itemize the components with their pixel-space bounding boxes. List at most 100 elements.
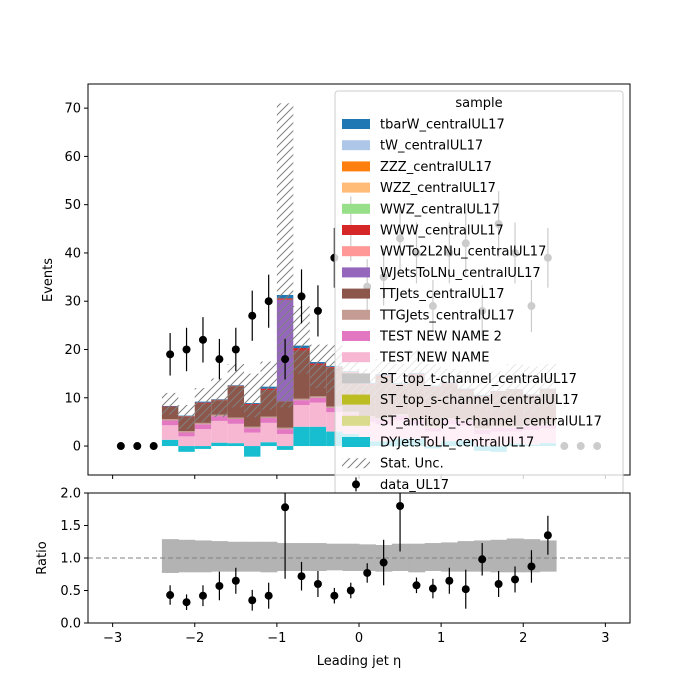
- main-y-axis: 0 10 20 30 40 50 60 70: [64, 102, 88, 455]
- hist-bar-TEST NEW NAME-7: [276, 433, 294, 447]
- hist-bar-DYJetsToLL_centralUL17-9: [309, 426, 327, 447]
- main-ytick-label-4: 40: [64, 246, 81, 261]
- ratio-point-15: [412, 581, 421, 590]
- ratio-band-bin-20: [490, 539, 508, 573]
- ratio-band-bin-11: [342, 543, 360, 571]
- ratio-point-8: [297, 572, 306, 581]
- ratio-point-18: [461, 585, 470, 594]
- ratio-point-19: [478, 555, 487, 564]
- ratio-point-2: [198, 591, 207, 600]
- hist-bar-TEST NEW NAME 2-3: [211, 416, 228, 421]
- legend-entry-17: data_UL17: [352, 477, 449, 493]
- hist-bar-TTGJets_centralUL17-9: [309, 396, 327, 398]
- ratio-ytick-label-4: 2.0: [60, 487, 81, 502]
- hist-bar-TTGJets_centralUL17-6: [260, 416, 277, 419]
- legend-label-3: WZZ_centralUL17: [380, 181, 496, 196]
- hist-bar-TTGJets_centralUL17-4: [227, 417, 245, 420]
- legend-label-17: data_UL17: [380, 478, 449, 493]
- hist-bar-TTGJets_centralUL17-5: [244, 426, 261, 429]
- ratio-ytick-label-1: 0.5: [60, 584, 81, 599]
- legend-swatch-10: [342, 331, 370, 341]
- ratio-point-14: [396, 502, 405, 510]
- data-point-5: [198, 335, 207, 344]
- hist-bar-TTGJets_centralUL17-7: [276, 427, 294, 430]
- data-point-1: [133, 442, 142, 451]
- ratio-band-bin-17: [441, 542, 459, 572]
- ratio-band-bin-2: [194, 540, 212, 573]
- ratio-x-axis: −3 −2 −1 0 1 2 3: [103, 623, 610, 646]
- hist-bar-TEST NEW NAME-5: [244, 432, 261, 447]
- ratio-band-bin-21: [506, 538, 524, 573]
- ratio-point-10: [330, 591, 339, 600]
- legend-entry-0: tbarW_centralUL17: [342, 118, 505, 133]
- main-ytick-label-6: 60: [64, 150, 81, 165]
- legend-swatch-3: [342, 182, 370, 193]
- hist-bar-TTGJets_centralUL17-1: [178, 431, 195, 433]
- legend-swatch-14: [342, 415, 370, 426]
- ratio-point-7: [281, 503, 290, 512]
- main-ytick-label-5: 50: [64, 198, 81, 213]
- stat-unc-bin-7: [276, 103, 294, 408]
- ratio-band-bin-1: [178, 539, 196, 573]
- hist-bar-TEST NEW NAME-4: [227, 423, 245, 444]
- hist-bar-DYJetsToLL_centralUL17-1: [178, 446, 195, 452]
- hist-bar-DYJetsToLL_centralUL17-0: [161, 439, 179, 447]
- legend-entry-7: WJetsToLNu_centralUL17: [342, 266, 541, 281]
- hist-bar-TEST NEW NAME 2-1: [178, 432, 195, 437]
- hist-bar-TEST NEW NAME 2-6: [260, 418, 277, 423]
- ratio-band-bin-10: [326, 543, 344, 571]
- ratio-point-22: [527, 562, 536, 571]
- stat-unc-bin-8: [293, 306, 310, 374]
- hist-bar-TEST NEW NAME 2-5: [244, 428, 261, 433]
- legend-label-0: tbarW_centralUL17: [380, 118, 505, 133]
- ratio-band-bin-8: [293, 543, 311, 571]
- main-ytick-label-7: 70: [64, 102, 81, 117]
- legend-entry-2: ZZZ_centralUL17: [342, 160, 492, 175]
- legend-swatch-8: [342, 288, 370, 299]
- ratio-band-bin-6: [260, 541, 278, 573]
- legend: sample tbarW_centralUL17 tW_centralUL17 ZZZ…: [334, 90, 624, 495]
- hist-bar-DYJetsToLL_centralUL17-2: [194, 446, 212, 449]
- xtick-label-1: −2: [185, 631, 204, 646]
- ratio-ytick-label-2: 1.0: [60, 552, 81, 567]
- legend-swatch-16: [342, 458, 370, 469]
- ratio-points: [166, 493, 552, 611]
- legend-entry-11: TEST NEW NAME: [342, 351, 489, 366]
- legend-label-7: WJetsToLNu_centralUL17: [380, 266, 541, 281]
- hist-bar-DYJetsToLL_centralUL17-6: [260, 442, 277, 447]
- legend-label-13: ST_top_s-channel_centralUL17: [380, 393, 579, 408]
- ratio-point-6: [264, 591, 273, 600]
- hist-bar-TEST NEW NAME 2-8: [293, 400, 310, 406]
- hist-bar-TEST NEW NAME-1: [178, 436, 195, 447]
- ratio-band-bin-3: [211, 541, 229, 572]
- main-y-axis-label: Events: [41, 258, 56, 302]
- data-point-11: [297, 292, 306, 301]
- stat-unc-bin-5: [244, 373, 261, 418]
- legend-entry-15: DYJetsToLL_centralUL17: [342, 436, 534, 451]
- hist-bar-TEST NEW NAME 2-2: [194, 424, 212, 430]
- xtick-label-0: −3: [103, 631, 122, 646]
- hist-bar-TEST NEW NAME-8: [293, 405, 310, 427]
- ratio-ytick-label-0: 0.0: [60, 617, 81, 632]
- ratio-point-23: [543, 531, 552, 540]
- hist-bar-TTGJets_centralUL17-10: [326, 406, 343, 408]
- ratio-band-bin-18: [457, 541, 475, 572]
- stat-unc-bin-1: [178, 405, 195, 430]
- xtick-label-2: −1: [267, 631, 286, 646]
- legend-swatch-2: [342, 161, 370, 172]
- ratio-y-axis: 0.0 0.5 1.0 1.5 2.0: [60, 487, 88, 632]
- hist-bar-TTJets_centralUL17-7: [276, 401, 294, 428]
- hist-bar-DYJetsToLL_centralUL17-8: [293, 426, 310, 447]
- stat-unc-bin-3: [211, 378, 228, 418]
- xtick-label-5: 2: [519, 631, 527, 646]
- main-ytick-label-3: 30: [64, 295, 81, 310]
- legend-swatch-0: [342, 119, 370, 129]
- ratio-point-9: [313, 580, 322, 588]
- data-point-0: [116, 442, 125, 451]
- legend-label-9: TTGJets_centralUL17: [379, 308, 515, 323]
- ratio-band-bin-0: [161, 539, 179, 573]
- xtick-label-3: 0: [355, 631, 363, 646]
- legend-label-2: ZZZ_centralUL17: [380, 160, 492, 175]
- ratio-band-bin-12: [359, 544, 376, 571]
- legend-swatch-6: [342, 246, 370, 257]
